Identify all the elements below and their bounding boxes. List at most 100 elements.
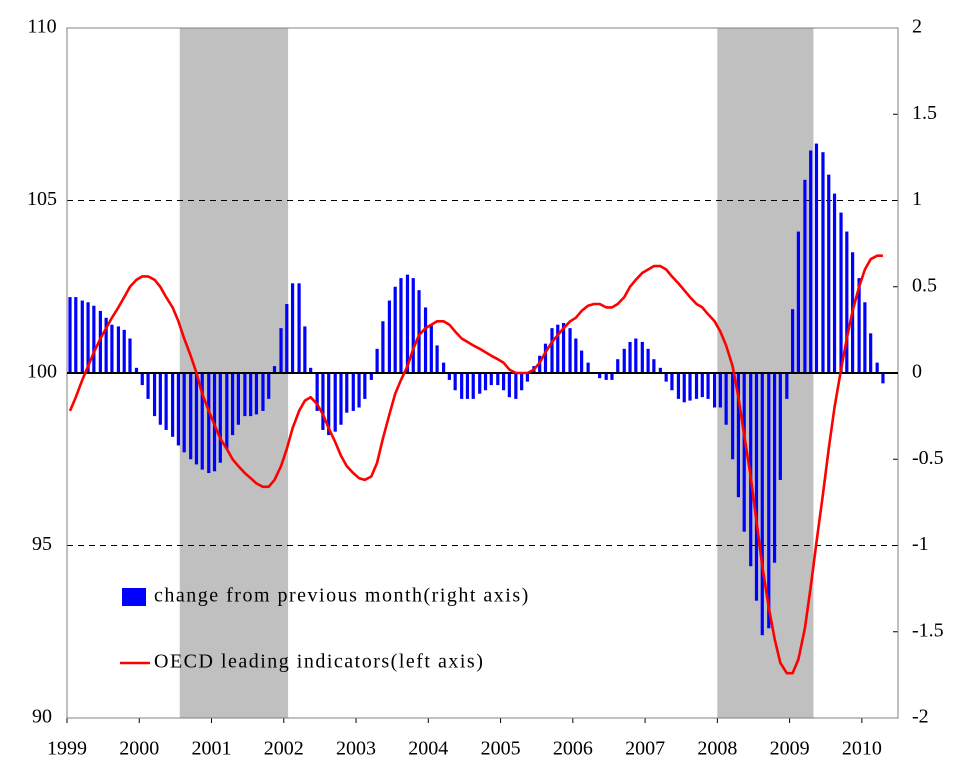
- bar: [465, 373, 470, 399]
- bar: [496, 373, 500, 386]
- bar: [171, 373, 175, 437]
- bar: [357, 373, 361, 408]
- bar: [514, 373, 518, 399]
- bar: [261, 373, 265, 411]
- bar: [724, 373, 728, 425]
- bar: [664, 373, 668, 382]
- bar: [706, 373, 710, 399]
- bar: [290, 283, 295, 373]
- bar: [682, 373, 686, 403]
- bar: [718, 373, 722, 408]
- bar: [501, 373, 506, 391]
- bar: [574, 338, 578, 373]
- bar: [80, 300, 84, 373]
- bar: [809, 150, 813, 373]
- y2-tick-label: -2: [912, 706, 929, 728]
- bar: [218, 373, 222, 463]
- bar: [128, 338, 132, 373]
- bar: [92, 305, 96, 373]
- bar: [309, 367, 313, 373]
- bar: [580, 350, 584, 373]
- bar: [736, 373, 741, 498]
- bar: [483, 373, 488, 391]
- bar: [640, 341, 644, 373]
- bar: [694, 373, 699, 399]
- bar: [110, 324, 114, 373]
- bar: [622, 348, 626, 373]
- bar: [658, 367, 662, 373]
- legend-label: OECD leading indicators(left axis): [154, 651, 484, 673]
- x-tick-label: 2008: [697, 738, 737, 760]
- bar: [104, 317, 108, 373]
- bar: [345, 373, 349, 413]
- bar: [333, 373, 337, 432]
- bar: [321, 373, 325, 430]
- bar: [189, 373, 193, 460]
- x-tick-label: 2006: [553, 738, 593, 760]
- bar: [429, 324, 433, 373]
- bar: [767, 373, 771, 629]
- y2-tick-label: 0: [912, 361, 922, 383]
- bar: [791, 309, 795, 373]
- bar: [550, 328, 554, 373]
- bar: [140, 373, 144, 386]
- bar: [471, 373, 475, 399]
- bar: [315, 373, 319, 411]
- y2-tick-label: -1: [912, 533, 929, 555]
- x-tick-label: 2007: [625, 738, 665, 760]
- bar: [845, 231, 849, 373]
- bar: [435, 345, 439, 373]
- bar: [760, 373, 764, 636]
- bar: [568, 328, 572, 373]
- bar: [122, 329, 126, 373]
- bar: [351, 373, 355, 411]
- bar: [387, 300, 392, 373]
- bar: [98, 310, 102, 373]
- bar: [857, 278, 861, 373]
- bar: [628, 341, 632, 373]
- bar: [742, 373, 746, 532]
- bar: [754, 373, 759, 601]
- bar: [827, 174, 831, 373]
- y2-tick-label: -1.5: [912, 619, 944, 641]
- x-tick-label: 2000: [119, 738, 159, 760]
- bar: [207, 373, 211, 474]
- bar: [164, 373, 168, 430]
- bar: [134, 367, 139, 373]
- bar: [182, 373, 186, 453]
- bar: [839, 212, 843, 373]
- bar: [146, 373, 150, 399]
- bar: [272, 366, 277, 373]
- y2-tick-label: -0.5: [912, 447, 944, 469]
- bar: [489, 373, 493, 386]
- bar: [417, 290, 421, 373]
- x-tick-label: 2003: [336, 738, 376, 760]
- y2-tick-label: 1.5: [912, 102, 937, 124]
- bar: [616, 359, 620, 373]
- bar: [236, 373, 240, 425]
- legend-swatch: [122, 588, 146, 606]
- bar: [598, 373, 602, 379]
- x-tick-label: 2010: [842, 738, 882, 760]
- bar: [230, 373, 235, 436]
- bar: [772, 373, 777, 563]
- bar: [369, 373, 373, 380]
- y-tick-label: 105: [27, 188, 57, 210]
- bar: [610, 373, 614, 380]
- bar: [225, 373, 229, 449]
- bar: [194, 373, 199, 465]
- bar: [832, 193, 837, 373]
- bar: [393, 286, 397, 373]
- y-tick-label: 95: [32, 533, 52, 555]
- bar: [814, 143, 819, 373]
- bar: [399, 278, 403, 373]
- bar: [152, 373, 157, 417]
- x-tick-label: 2002: [264, 738, 304, 760]
- bar: [303, 326, 307, 373]
- bar: [634, 338, 638, 373]
- bar: [821, 152, 825, 373]
- bar: [68, 297, 72, 373]
- bar: [339, 373, 343, 425]
- bar: [453, 373, 457, 391]
